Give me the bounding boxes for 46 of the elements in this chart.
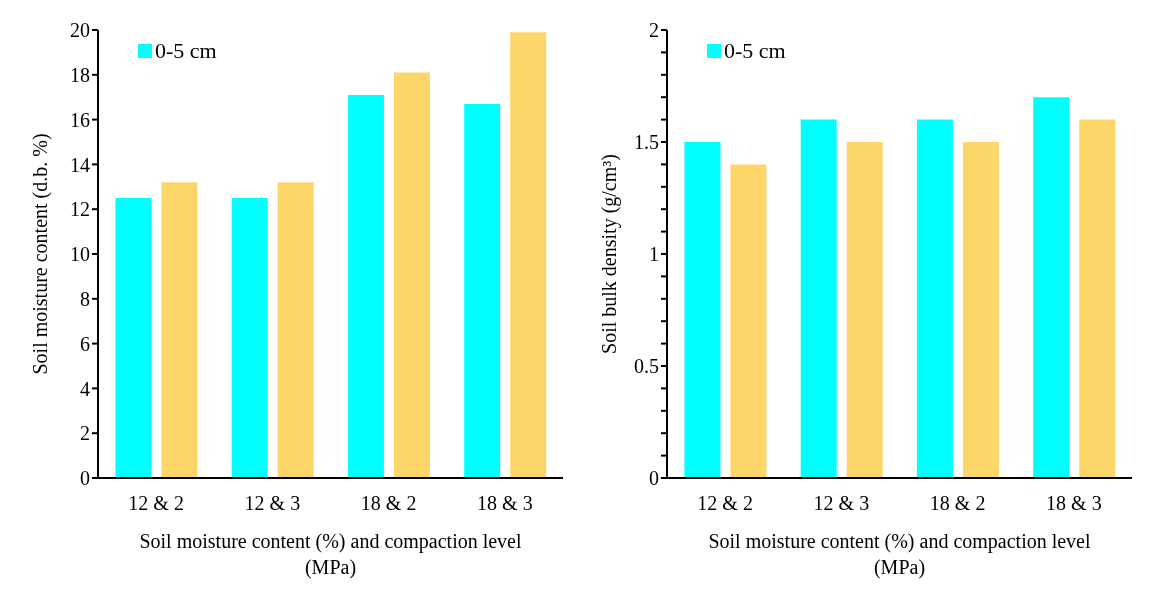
bar — [800, 119, 837, 478]
y-tick-label: 0 — [80, 467, 90, 490]
bar — [115, 198, 152, 478]
y-tick-label: 6 — [80, 332, 90, 355]
y-tick-label: 1.5 — [634, 131, 659, 154]
bar — [916, 119, 953, 478]
bar — [231, 198, 268, 478]
y-tick-label: 10 — [70, 243, 90, 266]
x-tick-label: 18 & 2 — [360, 492, 417, 515]
x-tick-label: 12 & 2 — [697, 492, 753, 515]
y-tick-label: 2 — [649, 19, 659, 42]
y-tick-label: 12 — [70, 198, 90, 221]
y-tick-label: 18 — [70, 63, 90, 86]
x-tick-label: 18 & 3 — [477, 492, 533, 515]
y-axis-title: Soil moisture content (d.b. %) — [29, 133, 53, 375]
bar — [161, 182, 198, 478]
y-tick-label: 20 — [70, 19, 90, 42]
y-axis-title: Soil bulk density (g/cm³) — [598, 154, 622, 354]
y-tick-label: 14 — [70, 153, 90, 176]
bar — [846, 142, 883, 478]
bar — [510, 32, 547, 478]
bar — [1033, 97, 1070, 478]
x-tick-label: 18 & 2 — [929, 492, 986, 515]
y-tick-label: 1 — [649, 243, 659, 266]
bar — [1079, 119, 1116, 478]
bar — [962, 142, 999, 478]
x-tick-label: 12 & 3 — [244, 492, 301, 515]
x-tick-label: 12 & 2 — [128, 492, 184, 515]
y-tick-label: 16 — [70, 108, 90, 131]
bar — [684, 142, 721, 478]
y-tick-label: 0.5 — [634, 355, 659, 378]
y-tick-label: 2 — [80, 422, 90, 445]
x-axis-title: Soil moisture content (%) and compaction level (MPa) — [707, 529, 1092, 580]
y-tick-label: 0 — [649, 467, 659, 490]
bar — [347, 94, 384, 478]
y-tick-label: 4 — [80, 377, 90, 400]
bar — [730, 164, 767, 478]
x-tick-label: 12 & 3 — [813, 492, 870, 515]
bar — [464, 103, 501, 478]
bar — [393, 72, 430, 478]
legend-label: 0-5 cm — [724, 38, 786, 64]
x-tick-label: 18 & 3 — [1046, 492, 1102, 515]
y-tick-label: 8 — [80, 287, 90, 310]
x-axis-title: Soil moisture content (%) and compaction level (MPa) — [138, 529, 523, 580]
legend-label: 0-5 cm — [155, 38, 217, 64]
bar — [277, 182, 314, 478]
